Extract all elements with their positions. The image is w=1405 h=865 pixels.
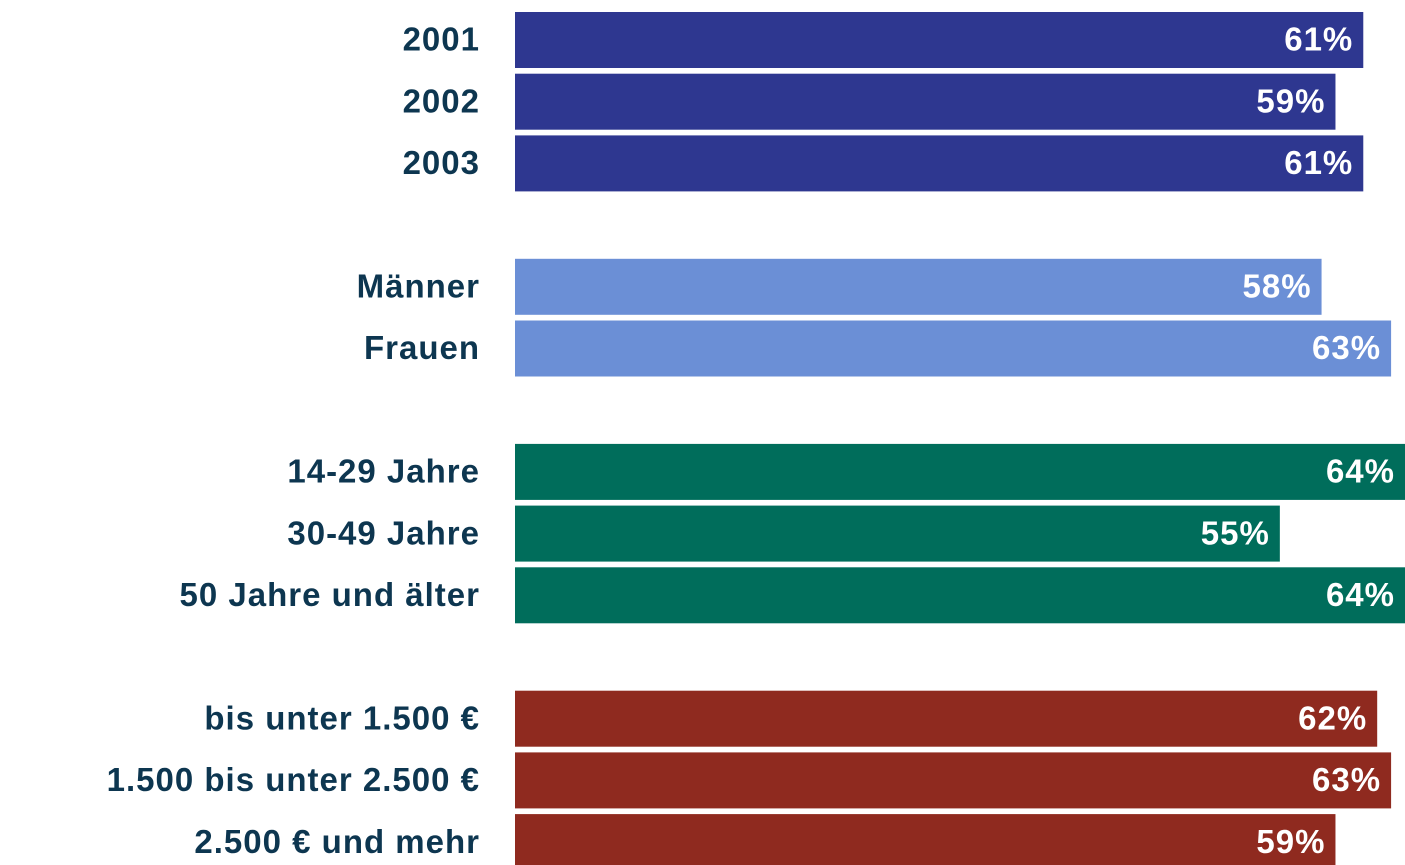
bar bbox=[515, 135, 1364, 192]
bar bbox=[515, 73, 1336, 130]
value-label: 64% bbox=[1326, 453, 1395, 490]
category-label: 2003 bbox=[403, 144, 480, 181]
category-label: bis unter 1.500 € bbox=[204, 699, 480, 736]
category-label: 2.500 € und mehr bbox=[194, 823, 480, 860]
bar bbox=[515, 258, 1322, 315]
category-label: 30-49 Jahre bbox=[287, 514, 480, 551]
value-label: 61% bbox=[1284, 144, 1353, 181]
bar bbox=[515, 12, 1364, 68]
value-label: 62% bbox=[1298, 699, 1367, 736]
bar bbox=[515, 690, 1378, 747]
value-label: 64% bbox=[1326, 576, 1395, 613]
category-label: 50 Jahre und älter bbox=[180, 576, 480, 613]
category-label: 2002 bbox=[403, 82, 480, 119]
category-label: 14-29 Jahre bbox=[287, 453, 480, 490]
value-label: 59% bbox=[1256, 823, 1325, 860]
value-label: 59% bbox=[1256, 82, 1325, 119]
category-label: 2001 bbox=[403, 21, 480, 58]
value-label: 58% bbox=[1243, 268, 1312, 305]
bar bbox=[515, 505, 1280, 562]
bar bbox=[515, 752, 1392, 809]
bar bbox=[515, 567, 1405, 624]
bar bbox=[515, 320, 1392, 377]
bar bbox=[515, 443, 1405, 500]
value-label: 63% bbox=[1312, 329, 1381, 366]
category-label: Frauen bbox=[364, 329, 480, 366]
value-label: 55% bbox=[1201, 514, 1270, 551]
category-label: Männer bbox=[357, 268, 480, 305]
bar bbox=[515, 814, 1336, 865]
value-label: 63% bbox=[1312, 761, 1381, 798]
value-label: 61% bbox=[1284, 21, 1353, 58]
category-label: 1.500 bis unter 2.500 € bbox=[107, 761, 480, 798]
